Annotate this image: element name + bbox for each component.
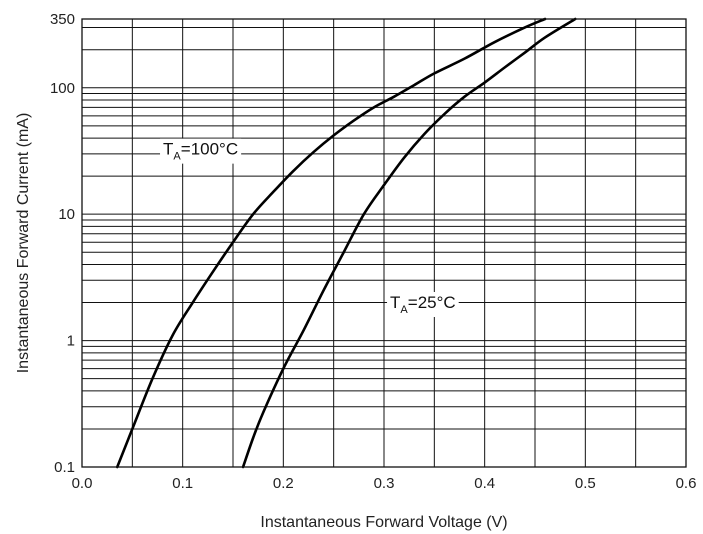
grid-lines [82,19,686,467]
y-tick-label: 1 [67,333,75,350]
curve-annotation: TA=25°C [387,291,459,317]
x-tick-label: 0.4 [474,475,495,492]
annotation-background [160,138,242,164]
x-tick-label: 0.5 [575,475,596,492]
series-lines [115,17,577,469]
x-tick-label: 0.1 [172,475,193,492]
series-line-ta-100c [115,17,547,469]
y-tick-label: 100 [50,80,75,97]
plot-frame [81,18,687,468]
y-tick-label: 0.1 [54,459,75,476]
annotation-background [387,291,459,317]
x-tick-label: 0.6 [676,475,697,492]
annotation-text: TA=25°C [390,293,456,316]
y-tick-label: 350 [50,11,75,28]
x-tick-label: 0.0 [72,475,93,492]
x-tick-labels: 0.0 0.1 0.2 0.3 0.4 0.5 0.6 [72,475,697,492]
x-tick-label: 0.3 [374,475,395,492]
series-line-ta-25c [241,17,577,469]
annotation-text: TA=100°C [163,140,238,163]
curve-annotation: TA=100°C [160,138,242,164]
curve-annotations: TA=100°C TA=25°C [160,138,459,317]
x-tick-label: 0.2 [273,475,294,492]
y-tick-labels: 0.1 1 10 100 350 [50,11,75,476]
x-axis-label: Instantaneous Forward Voltage (V) [260,514,507,531]
y-tick-label: 10 [58,206,75,223]
y-axis-label: Instantaneous Forward Current (mA) [15,113,32,374]
